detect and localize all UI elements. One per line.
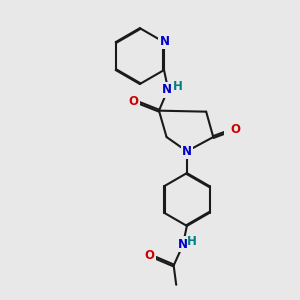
Text: O: O [129,94,139,107]
Text: N: N [178,238,188,251]
Text: N: N [162,83,172,96]
Text: H: H [173,80,183,93]
Text: N: N [182,145,192,158]
Text: N: N [160,35,170,48]
Text: O: O [231,123,241,136]
Text: O: O [145,249,155,262]
Text: H: H [187,235,197,248]
